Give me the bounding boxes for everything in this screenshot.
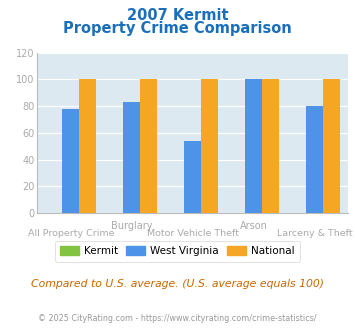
Text: Motor Vehicle Theft: Motor Vehicle Theft [147,229,239,238]
Text: Arson: Arson [240,221,267,231]
Bar [123,102,140,213]
Bar [323,80,340,213]
Bar [201,80,218,213]
Text: All Property Crime: All Property Crime [28,229,114,238]
Bar [79,80,96,213]
Bar [306,106,323,213]
Bar [245,80,262,213]
Text: Compared to U.S. average. (U.S. average equals 100): Compared to U.S. average. (U.S. average … [31,279,324,289]
Bar [262,80,279,213]
Text: 2007 Kermit: 2007 Kermit [127,8,228,23]
Bar [62,109,79,213]
Text: Property Crime Comparison: Property Crime Comparison [63,21,292,36]
Bar [140,80,157,213]
Bar [184,141,201,213]
Text: Burglary: Burglary [111,221,152,231]
Text: © 2025 CityRating.com - https://www.cityrating.com/crime-statistics/: © 2025 CityRating.com - https://www.city… [38,314,317,323]
Text: Larceny & Theft: Larceny & Theft [277,229,352,238]
Legend: Kermit, West Virginia, National: Kermit, West Virginia, National [55,241,300,262]
